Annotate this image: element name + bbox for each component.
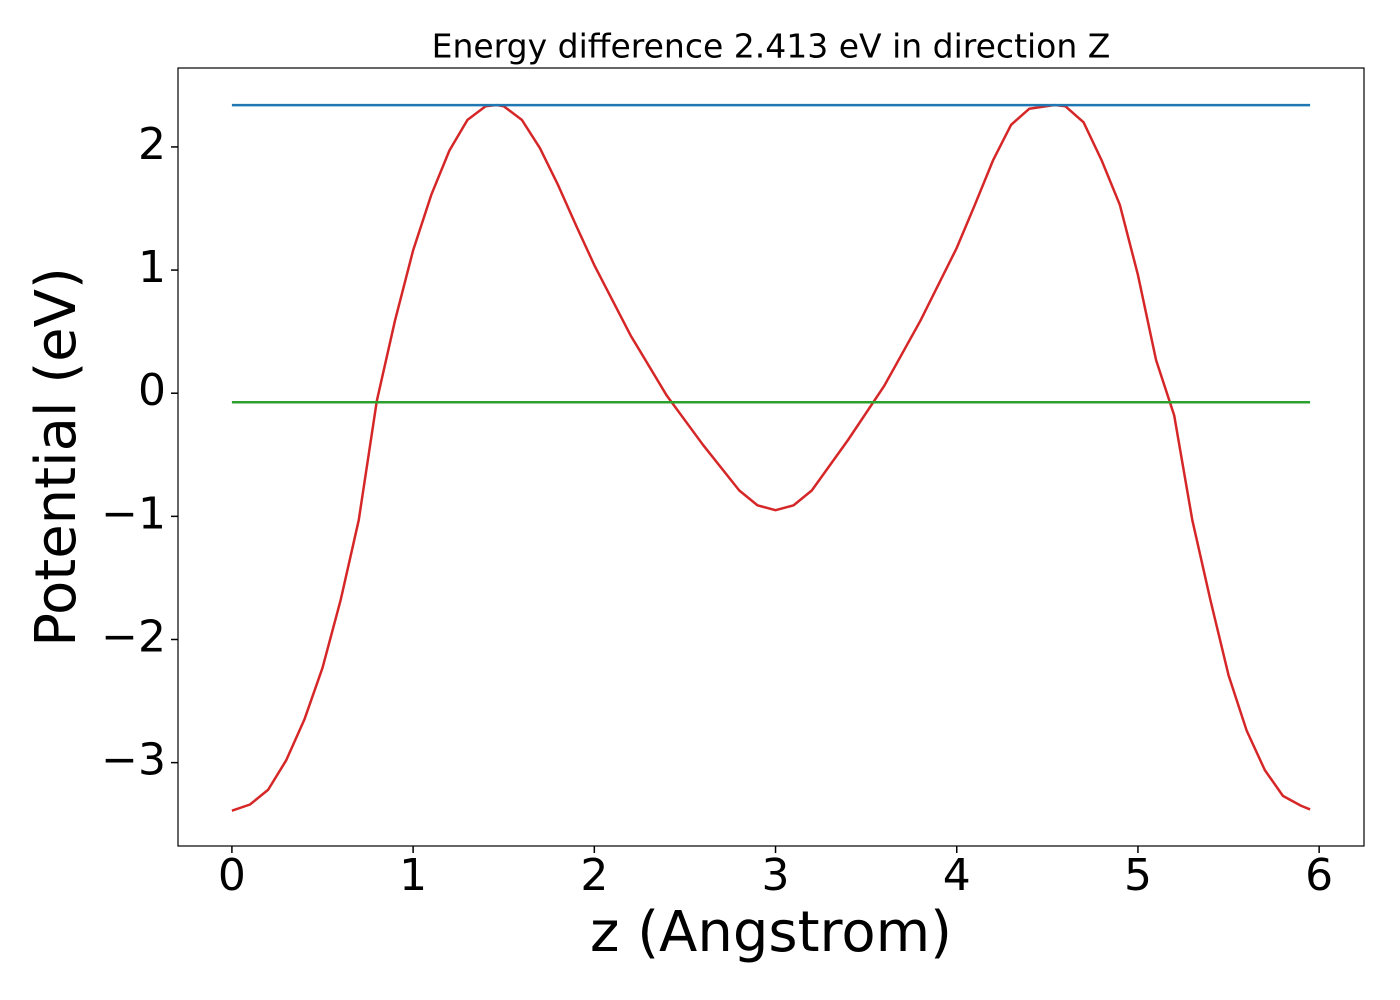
y-axis-label: Potential (eV) — [24, 267, 89, 647]
x-tick-label: 3 — [762, 850, 790, 901]
y-tick-label: −1 — [101, 488, 166, 539]
y-tick-label: 1 — [138, 242, 166, 293]
y-tick-label: 0 — [138, 365, 166, 416]
chart-title: Energy difference 2.413 eV in direction … — [432, 27, 1111, 66]
x-tick-label: 1 — [399, 850, 427, 901]
x-tick-label: 0 — [218, 850, 246, 901]
x-tick-label: 6 — [1305, 850, 1333, 901]
x-tick-label: 4 — [943, 850, 971, 901]
x-tick-label: 2 — [580, 850, 608, 901]
y-tick-label: −3 — [101, 735, 166, 786]
y-tick-label: −2 — [101, 611, 166, 662]
plot-frame — [177, 67, 1365, 847]
y-tick-label: 2 — [138, 119, 166, 170]
data-line — [231, 103, 1311, 812]
x-axis-label: z (Angstrom) — [590, 900, 952, 965]
x-tick-label: 5 — [1124, 850, 1152, 901]
